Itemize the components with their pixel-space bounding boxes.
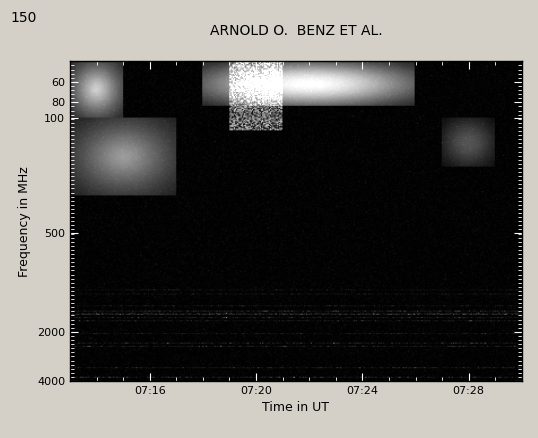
Text: ARNOLD O.  BENZ ET AL.: ARNOLD O. BENZ ET AL. [210, 24, 382, 38]
Text: 150: 150 [11, 11, 37, 25]
X-axis label: Time in UT: Time in UT [263, 402, 329, 414]
Y-axis label: Frequency in MHz: Frequency in MHz [18, 166, 31, 276]
